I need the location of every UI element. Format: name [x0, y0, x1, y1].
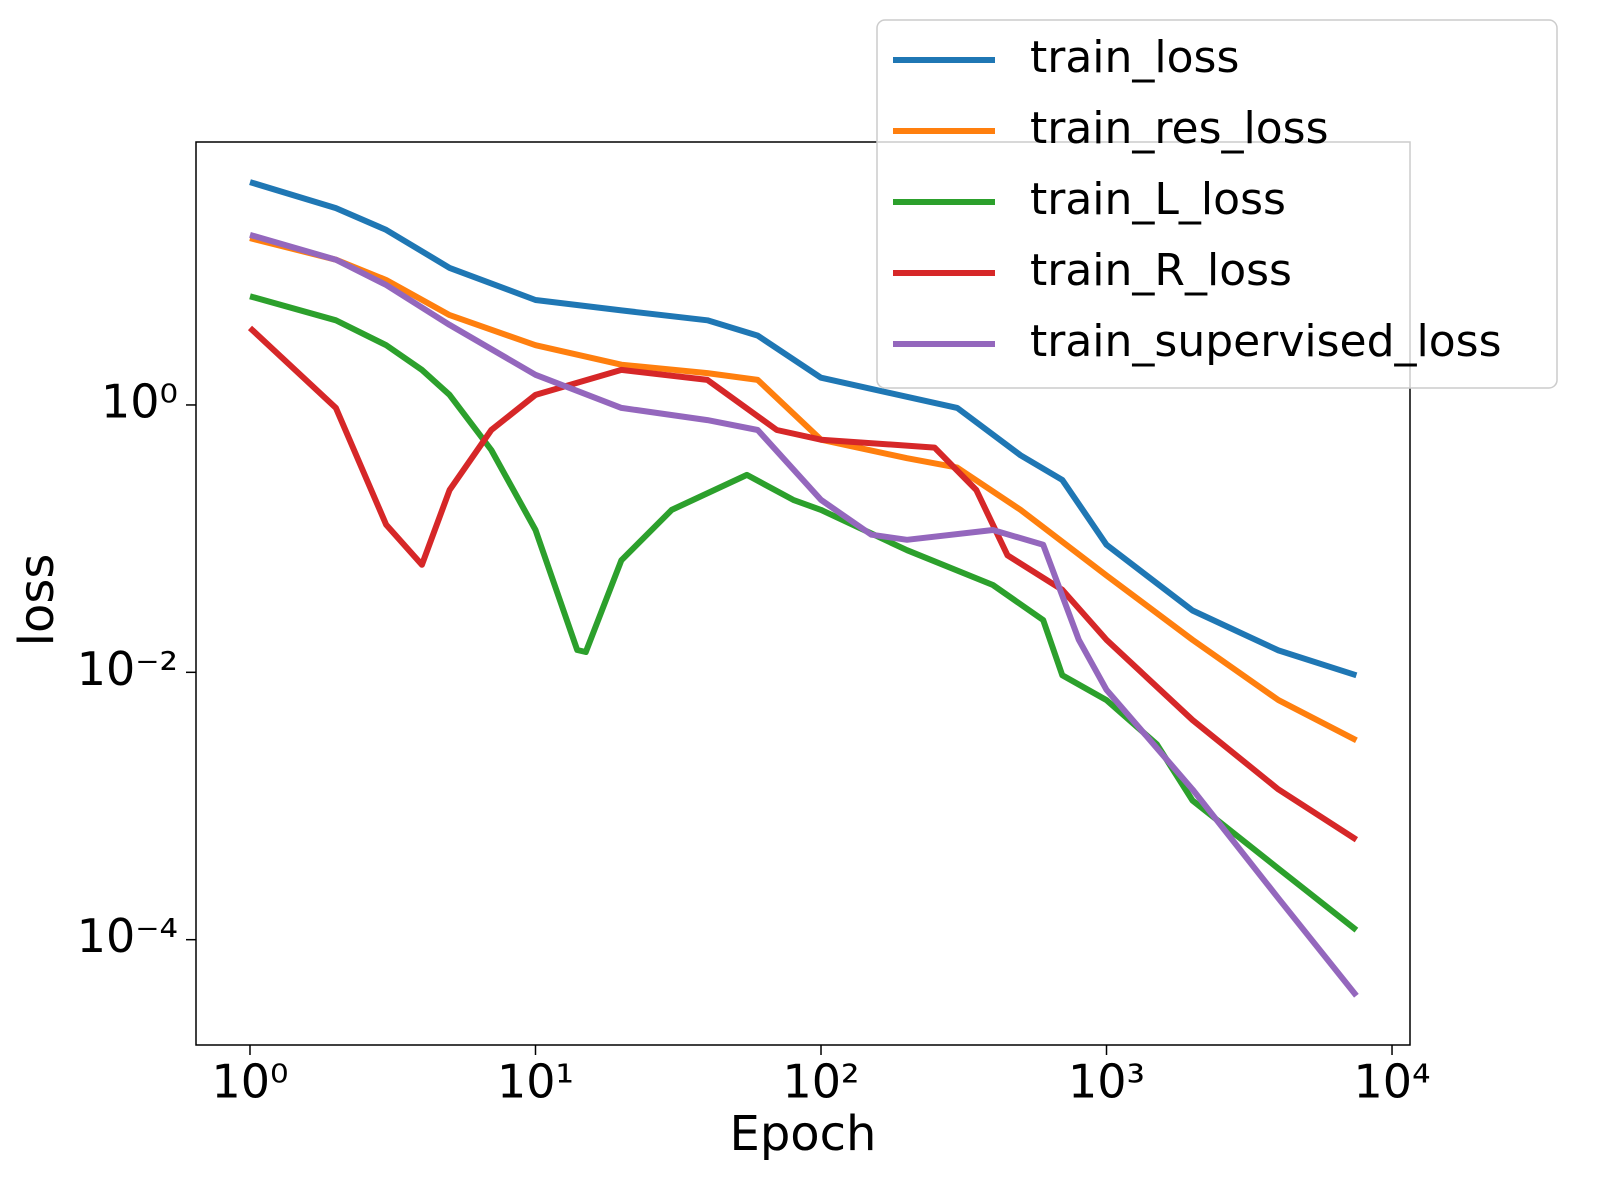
- line: [249, 293, 1359, 933]
- line: [249, 235, 1358, 743]
- x-tick-label: 10²: [783, 1055, 860, 1109]
- line: [249, 232, 1359, 998]
- y-axis-label: loss: [9, 554, 65, 647]
- line: [249, 179, 1358, 679]
- line: [247, 325, 1359, 843]
- legend-label: train_L_loss: [1030, 174, 1286, 225]
- x-axis-label: Epoch: [730, 1106, 877, 1162]
- y-tick-label: 10⁻²: [77, 642, 178, 696]
- legend-label: train_loss: [1030, 32, 1239, 83]
- plot-area: [247, 179, 1359, 998]
- y-tick-label: 10⁰: [101, 374, 178, 428]
- x-tick-label: 10³: [1068, 1055, 1145, 1109]
- plot-frame: [195, 141, 1411, 1046]
- legend-label: train_res_loss: [1030, 103, 1329, 154]
- x-tick-label: 10⁴: [1354, 1055, 1431, 1109]
- x-tick-label: 10⁰: [211, 1055, 288, 1109]
- y-tick-label: 10⁻⁴: [77, 909, 178, 963]
- legend-box: [876, 19, 1558, 389]
- x-tick-label: 10¹: [497, 1055, 574, 1109]
- legend-label: train_supervised_loss: [1030, 316, 1502, 367]
- legend-label: train_R_loss: [1030, 245, 1292, 296]
